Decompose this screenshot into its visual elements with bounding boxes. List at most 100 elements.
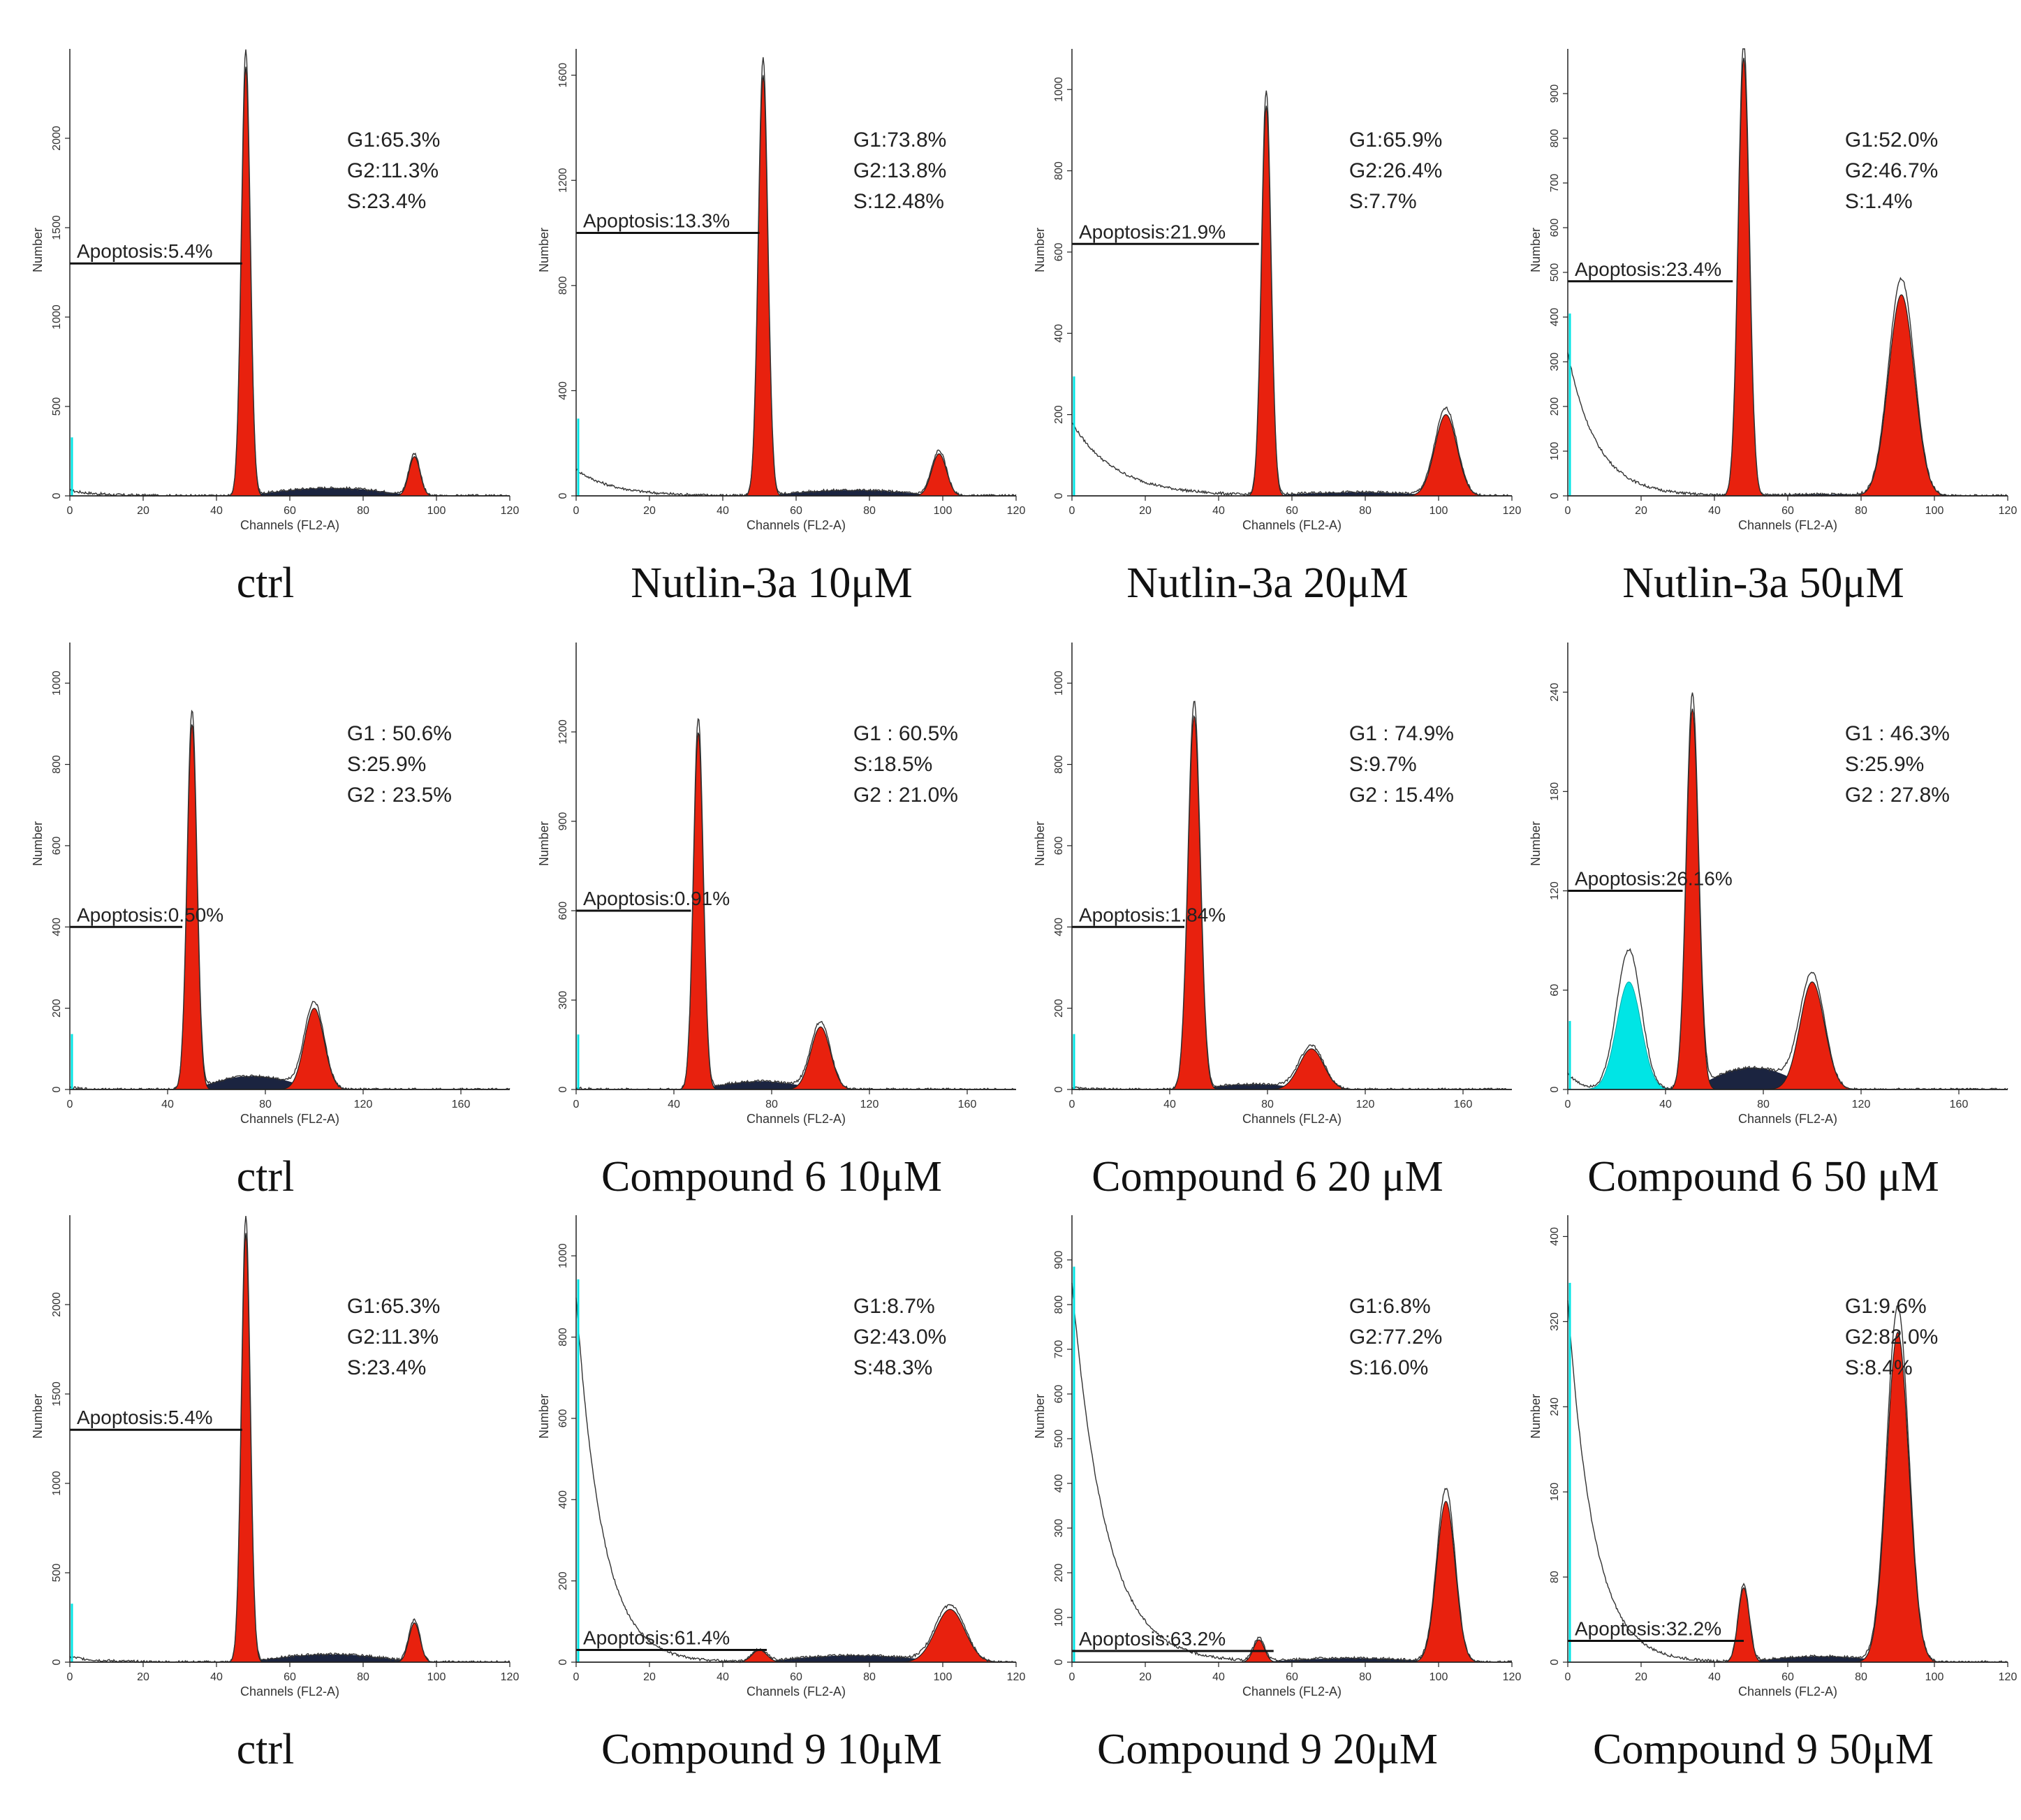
- phase-stat: S:18.5%: [853, 753, 932, 776]
- y-axis-label: Number: [1529, 1394, 1543, 1439]
- phase-stat: G2:82.0%: [1845, 1326, 1938, 1349]
- x-tick-label: 40: [210, 505, 223, 517]
- histogram-trace: [1567, 1300, 2008, 1664]
- histogram-plot: Apoptosis:0.50% 0 40 80 120 160 0 200 400 600 800 1…: [31, 643, 510, 1126]
- y-tick-label: 500: [1549, 263, 1561, 282]
- histogram-panel: Apoptosis:21.9% 0 20 40 60 80 100 120 0 200 400 600…: [1016, 21, 1522, 622]
- x-tick-label: 60: [1781, 505, 1794, 517]
- y-tick-label: 700: [1549, 174, 1561, 193]
- x-axis-label: Channels (FL2-A): [1738, 1112, 1837, 1126]
- x-tick-label: 20: [1635, 1671, 1647, 1683]
- panel-caption: ctrl: [236, 1153, 295, 1201]
- g1-peak-area: [70, 1233, 510, 1663]
- x-axis-label: Channels (FL2-A): [1738, 518, 1837, 532]
- phase-stat: G1:65.3%: [347, 1295, 440, 1318]
- g2-peak-area: [1072, 413, 1512, 497]
- y-tick-label: 200: [1053, 1564, 1065, 1583]
- histogram-trace: [575, 1298, 1016, 1664]
- phase-stat: S:25.9%: [1845, 753, 1924, 776]
- y-tick-label: 2000: [51, 126, 63, 151]
- y-tick-label: 400: [557, 1490, 569, 1509]
- y-tick-label: 1500: [51, 215, 63, 240]
- y-tick-label: 160: [1549, 1483, 1561, 1502]
- histogram-trace: [69, 1216, 510, 1664]
- panel-caption: Compound 9 20μM: [1097, 1726, 1438, 1773]
- apoptosis-label: Apoptosis:61.4%: [583, 1627, 730, 1649]
- phase-stat: S:12.48%: [853, 190, 944, 213]
- phase-stat: G2:43.0%: [853, 1326, 946, 1349]
- x-tick-label: 120: [1999, 1671, 2018, 1683]
- x-tick-label: 160: [958, 1099, 977, 1110]
- x-tick-label: 100: [1430, 505, 1448, 517]
- x-tick-label: 120: [1503, 505, 1522, 517]
- histogram-plot: Apoptosis:21.9% 0 20 40 60 80 100 120 0 200 400 600…: [1033, 49, 1522, 532]
- y-tick-label: 0: [557, 1659, 569, 1665]
- phase-stat: G2:13.8%: [853, 159, 946, 182]
- phase-stat: G1:73.8%: [853, 129, 946, 152]
- y-tick-label: 800: [557, 1328, 569, 1346]
- x-tick-label: 20: [1139, 1671, 1152, 1683]
- phase-stat: S:8.4%: [1845, 1356, 1913, 1379]
- x-tick-label: 60: [1781, 1671, 1794, 1683]
- y-tick-label: 1200: [557, 168, 569, 193]
- y-tick-label: 800: [1053, 1296, 1065, 1314]
- apoptotic-peak-area: [1568, 981, 2008, 1090]
- apoptosis-label: Apoptosis:21.9%: [1079, 221, 1226, 242]
- apoptosis-label: Apoptosis:5.4%: [77, 240, 213, 262]
- apoptosis-label: Apoptosis:23.4%: [1575, 258, 1721, 280]
- y-tick-label: 600: [1053, 242, 1065, 261]
- phase-stat: G2 : 23.5%: [347, 784, 452, 807]
- phase-stat: G1:65.9%: [1349, 129, 1442, 152]
- y-tick-label: 240: [1549, 1397, 1561, 1416]
- x-tick-label: 120: [1852, 1099, 1871, 1110]
- y-tick-label: 1000: [51, 1471, 63, 1496]
- panel-caption: Nutlin-3a 50μM: [1622, 559, 1904, 607]
- panel-caption: Compound 6 20 μM: [1092, 1153, 1443, 1201]
- y-axis-label: Number: [537, 228, 551, 272]
- y-tick-label: 900: [1053, 1251, 1065, 1270]
- y-axis-label: Number: [31, 821, 45, 866]
- histogram-panel: Apoptosis:5.4% 0 20 40 60 80 100 120 0 500 1000 150…: [14, 1187, 519, 1788]
- x-tick-label: 100: [1925, 505, 1944, 517]
- y-tick-label: 0: [557, 1086, 569, 1092]
- y-tick-label: 900: [1549, 85, 1561, 103]
- x-tick-label: 120: [1356, 1099, 1375, 1110]
- histogram-trace: [575, 57, 1017, 497]
- histogram-plot: Apoptosis:1.84% 0 40 80 120 160 0 200 400 600 800 1…: [1033, 643, 1512, 1126]
- phase-stat: G2:77.2%: [1349, 1326, 1442, 1349]
- histogram-plot: Apoptosis:5.4% 0 20 40 60 80 100 120 0 500 1000 150…: [31, 1215, 519, 1698]
- y-axis-label: Number: [1529, 228, 1543, 272]
- y-tick-label: 180: [1549, 782, 1561, 801]
- x-axis-label: Channels (FL2-A): [1242, 1685, 1342, 1698]
- s-phase-area: [1072, 492, 1512, 496]
- y-tick-label: 200: [1053, 405, 1065, 424]
- phase-stat: G1 : 60.5%: [853, 722, 958, 745]
- x-tick-label: 40: [1212, 505, 1225, 517]
- g2-peak-area: [1568, 294, 2008, 497]
- x-tick-label: 100: [1925, 1671, 1944, 1683]
- y-tick-label: 300: [1053, 1519, 1065, 1538]
- s-phase-area: [576, 490, 1016, 496]
- apoptosis-label: Apoptosis:1.84%: [1079, 904, 1226, 925]
- x-tick-label: 100: [934, 505, 953, 517]
- phase-stat: S:48.3%: [853, 1356, 932, 1379]
- x-tick-label: 60: [284, 1671, 296, 1683]
- g1-peak-area: [1072, 714, 1512, 1090]
- y-tick-label: 240: [1549, 683, 1561, 702]
- y-tick-label: 600: [1053, 836, 1065, 855]
- x-tick-label: 120: [1007, 1671, 1026, 1683]
- y-tick-label: 0: [1053, 1659, 1065, 1665]
- g2-peak-area: [1072, 1048, 1512, 1090]
- x-tick-label: 80: [765, 1099, 778, 1110]
- x-tick-label: 0: [573, 1099, 580, 1110]
- apoptosis-label: Apoptosis:32.2%: [1575, 1618, 1721, 1640]
- x-axis-label: Channels (FL2-A): [1738, 1685, 1837, 1698]
- histogram-plot: Apoptosis:13.3%0 20 40 60 80 100 1200400800120…: [537, 49, 1025, 532]
- x-tick-label: 120: [354, 1099, 373, 1110]
- phase-stat: G1 : 50.6%: [347, 722, 452, 745]
- x-tick-label: 160: [1454, 1099, 1473, 1110]
- phase-stat: G2 : 15.4%: [1349, 784, 1454, 807]
- g2-peak-area: [1568, 1331, 2008, 1663]
- x-tick-label: 100: [427, 505, 446, 517]
- x-tick-label: 40: [1708, 505, 1721, 517]
